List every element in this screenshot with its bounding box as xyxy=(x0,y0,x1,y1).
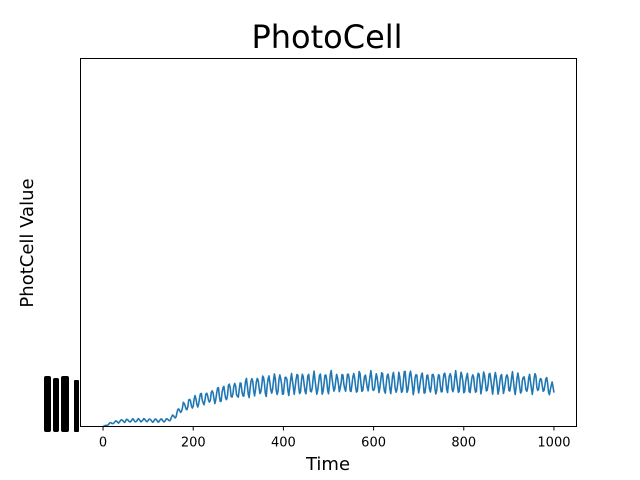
chart-title: PhotoCell xyxy=(251,18,402,56)
x-tick-label-600: 600 xyxy=(361,436,386,451)
y-tick-blob-1 xyxy=(44,376,51,432)
series-line-0 xyxy=(102,369,555,428)
x-tick-label-0: 0 xyxy=(99,436,107,451)
series-lines xyxy=(102,369,555,428)
x-axis-label: Time xyxy=(305,454,350,475)
y-tick-blob-2 xyxy=(53,378,59,432)
x-ticks: 0 200 400 600 800 1000 xyxy=(99,426,571,451)
x-tick-label-800: 800 xyxy=(451,436,476,451)
y-tick-blob-4 xyxy=(74,380,79,432)
x-tick-label-400: 400 xyxy=(271,436,296,451)
x-tick-label-1000: 1000 xyxy=(537,436,570,451)
y-tick-labels-overlapping xyxy=(44,376,79,432)
plot-area-frame xyxy=(80,58,577,427)
x-tick-label-200: 200 xyxy=(181,436,206,451)
y-axis-label: PhotCell Value xyxy=(17,178,38,307)
y-tick-blob-3 xyxy=(61,376,69,432)
